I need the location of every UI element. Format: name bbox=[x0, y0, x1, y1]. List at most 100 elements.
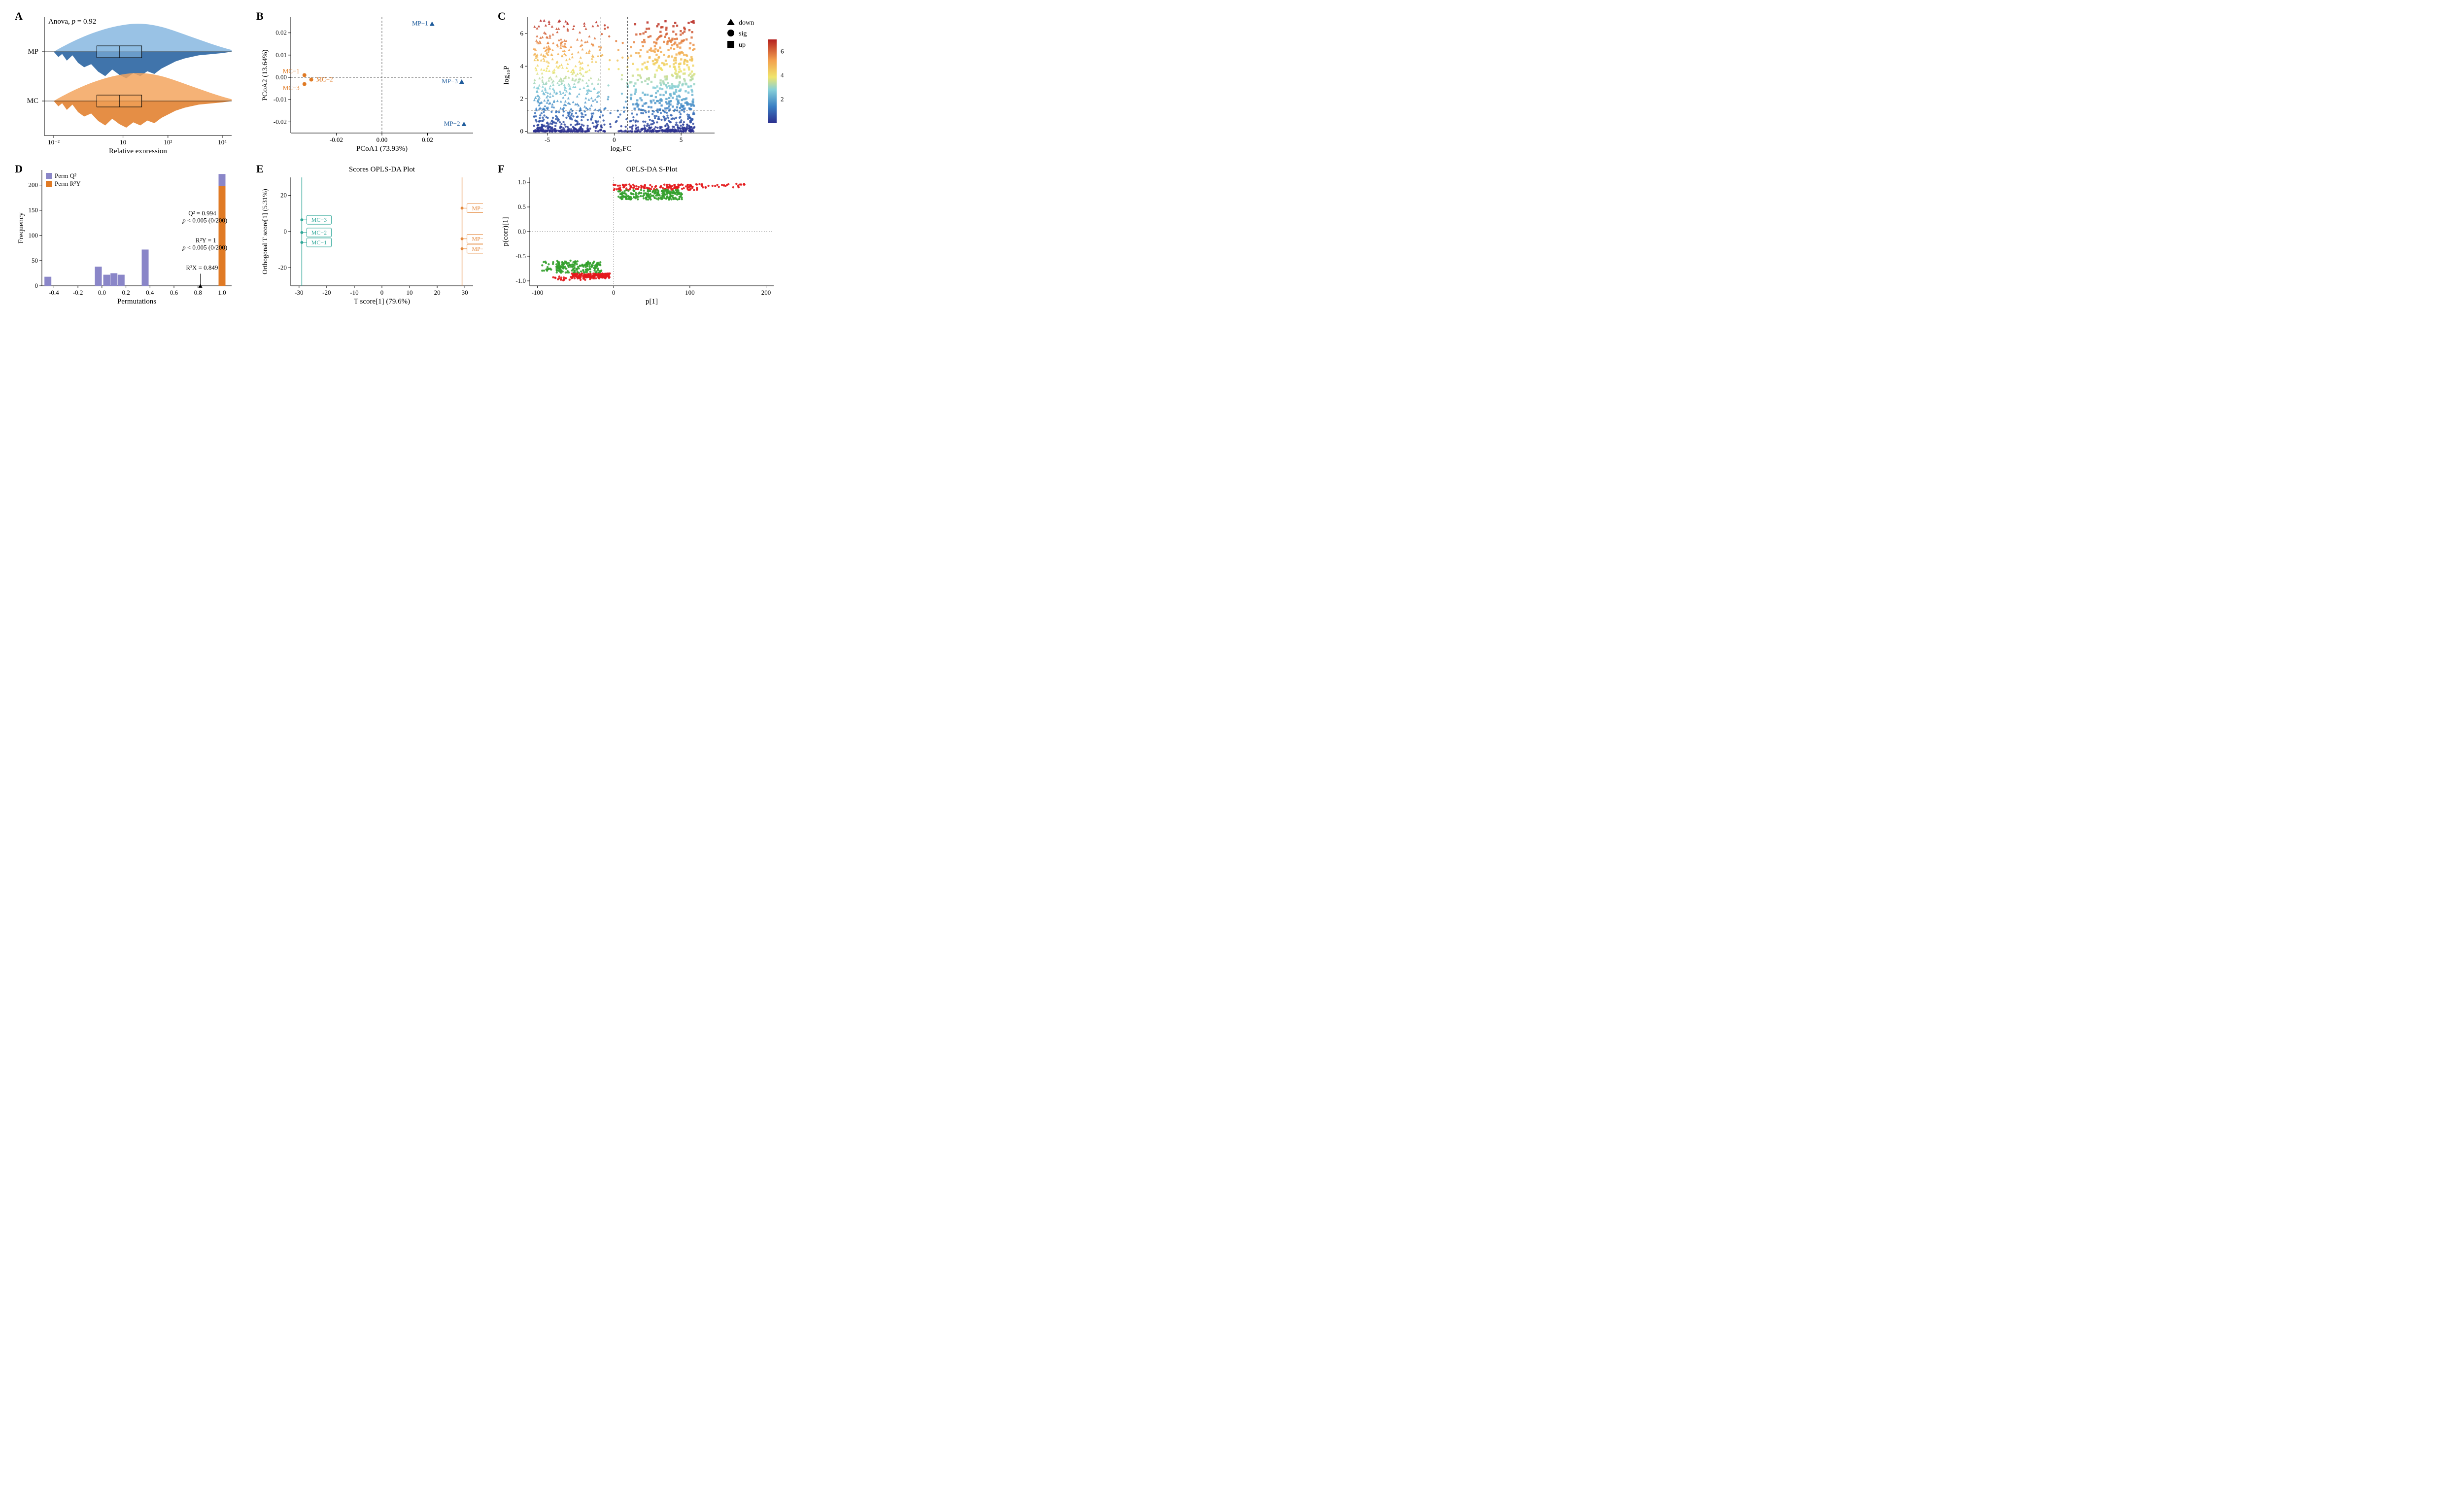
svg-text:0: 0 bbox=[35, 282, 38, 289]
svg-text:R²X = 0.849: R²X = 0.849 bbox=[186, 264, 218, 271]
svg-text:-0.5: -0.5 bbox=[515, 252, 526, 260]
svg-text:0.4: 0.4 bbox=[146, 289, 154, 296]
panel-b-svg: -0.020.000.02-0.02-0.010.000.010.02PCoA1… bbox=[256, 10, 483, 153]
svg-text:10⁴: 10⁴ bbox=[218, 138, 227, 146]
panel-b: B -0.020.000.02-0.02-0.010.000.010.02PCo… bbox=[256, 10, 483, 153]
svg-text:0.6: 0.6 bbox=[170, 289, 178, 296]
svg-text:down: down bbox=[739, 19, 754, 27]
panel-c: C -5 0 5 0 2 4 6 log₂FC log₁₀P down sig up 2 4 6 bbox=[498, 10, 793, 153]
svg-text:1.0: 1.0 bbox=[518, 178, 526, 186]
svg-text:100: 100 bbox=[685, 289, 695, 296]
svg-text:MC−2: MC−2 bbox=[316, 76, 333, 83]
svg-text:MC−1: MC−1 bbox=[311, 239, 327, 246]
svg-text:0.2: 0.2 bbox=[122, 289, 130, 296]
svg-text:2: 2 bbox=[781, 95, 784, 102]
panel-c-label: C bbox=[498, 10, 506, 23]
svg-text:MP−3: MP−3 bbox=[472, 245, 483, 252]
panel-f-svg: OPLS-DA S-Plot-1000100200-1.0-0.50.00.51… bbox=[498, 163, 793, 306]
panel-e-label: E bbox=[256, 163, 264, 175]
figure-grid: A Anova, p = 0.92MPMC10⁻²1010²10⁴Relativ… bbox=[0, 0, 749, 315]
panel-a: A Anova, p = 0.92MPMC10⁻²1010²10⁴Relativ… bbox=[15, 10, 241, 153]
svg-text:MC−2: MC−2 bbox=[311, 229, 327, 236]
svg-text:OPLS-DA S-Plot: OPLS-DA S-Plot bbox=[626, 166, 678, 173]
svg-text:20: 20 bbox=[280, 192, 287, 199]
svg-text:Perm R²Y: Perm R²Y bbox=[55, 180, 81, 187]
svg-text:10²: 10² bbox=[164, 138, 172, 146]
svg-text:0: 0 bbox=[520, 128, 524, 135]
svg-text:0.5: 0.5 bbox=[518, 203, 526, 210]
svg-text:Anova, p = 0.92: Anova, p = 0.92 bbox=[48, 18, 96, 26]
svg-text:p[1]: p[1] bbox=[646, 298, 658, 306]
svg-text:MC−3: MC−3 bbox=[311, 216, 327, 223]
svg-text:log₂FC: log₂FC bbox=[611, 145, 632, 153]
svg-text:MC−3: MC−3 bbox=[283, 84, 300, 92]
svg-text:1.0: 1.0 bbox=[218, 289, 226, 296]
svg-text:Q² = 0.994: Q² = 0.994 bbox=[188, 209, 216, 217]
svg-text:2: 2 bbox=[520, 95, 524, 102]
svg-text:-30: -30 bbox=[295, 289, 303, 296]
svg-text:10⁻²: 10⁻² bbox=[48, 138, 60, 146]
svg-text:20: 20 bbox=[434, 289, 441, 296]
panel-f-label: F bbox=[498, 163, 504, 175]
svg-text:0: 0 bbox=[284, 228, 287, 235]
svg-text:p(corr)[1]: p(corr)[1] bbox=[502, 217, 510, 246]
svg-text:10: 10 bbox=[120, 138, 126, 146]
svg-text:-5: -5 bbox=[545, 136, 550, 143]
svg-text:-100: -100 bbox=[532, 289, 544, 296]
svg-text:PCoA1 (73.93%): PCoA1 (73.93%) bbox=[356, 145, 408, 153]
svg-text:-20: -20 bbox=[322, 289, 331, 296]
svg-text:0.8: 0.8 bbox=[194, 289, 202, 296]
svg-text:-0.02: -0.02 bbox=[274, 118, 287, 125]
svg-text:5: 5 bbox=[680, 136, 683, 143]
svg-text:0.01: 0.01 bbox=[275, 51, 287, 59]
svg-text:p < 0.005 (0/200): p < 0.005 (0/200) bbox=[182, 216, 227, 224]
svg-text:MC: MC bbox=[27, 97, 38, 105]
svg-text:6: 6 bbox=[520, 30, 524, 37]
panel-f: F OPLS-DA S-Plot-1000100200-1.0-0.50.00.… bbox=[498, 163, 793, 306]
svg-text:0.02: 0.02 bbox=[422, 136, 433, 143]
svg-text:Perm Q²: Perm Q² bbox=[55, 172, 76, 179]
svg-text:0: 0 bbox=[613, 136, 616, 143]
svg-text:MP: MP bbox=[28, 48, 38, 56]
svg-text:Frequency: Frequency bbox=[17, 212, 25, 243]
svg-text:-0.4: -0.4 bbox=[49, 289, 59, 296]
svg-text:MP−1: MP−1 bbox=[412, 20, 428, 27]
svg-text:T score[1] (79.6%): T score[1] (79.6%) bbox=[354, 298, 410, 306]
svg-text:Permutations: Permutations bbox=[117, 298, 156, 306]
svg-text:4: 4 bbox=[520, 62, 524, 69]
svg-text:6: 6 bbox=[781, 47, 784, 55]
svg-text:up: up bbox=[739, 41, 746, 49]
panel-e-svg: Scores OPLS-DA Plot-30-20-100102030-2002… bbox=[256, 163, 483, 306]
svg-text:R²Y = 1: R²Y = 1 bbox=[196, 237, 216, 244]
svg-text:4: 4 bbox=[781, 71, 784, 79]
panel-d-label: D bbox=[15, 163, 23, 175]
svg-text:0.02: 0.02 bbox=[275, 29, 287, 36]
svg-text:sig: sig bbox=[739, 30, 747, 37]
panel-d-svg: -0.4-0.20.00.20.40.60.81.0050100150200Pe… bbox=[15, 163, 241, 306]
svg-text:MP−2: MP−2 bbox=[472, 204, 483, 211]
panel-a-svg: Anova, p = 0.92 MP MC 10⁻² 10 10² 10⁴ Relative … bbox=[15, 10, 241, 153]
svg-text:p < 0.005 (0/200): p < 0.005 (0/200) bbox=[182, 243, 227, 251]
svg-text:Scores OPLS-DA Plot: Scores OPLS-DA Plot bbox=[349, 166, 415, 173]
svg-text:100: 100 bbox=[29, 232, 38, 239]
svg-text:PCoA2 (13.64%): PCoA2 (13.64%) bbox=[261, 49, 269, 101]
svg-text:log₁₀P: log₁₀P bbox=[503, 66, 511, 85]
svg-text:Orthogonal T score[1] (5.31%): Orthogonal T score[1] (5.31%) bbox=[262, 189, 269, 274]
svg-text:MC−1: MC−1 bbox=[283, 68, 300, 75]
svg-text:-0.2: -0.2 bbox=[73, 289, 83, 296]
svg-text:-10: -10 bbox=[350, 289, 358, 296]
svg-text:10: 10 bbox=[407, 289, 413, 296]
svg-text:Relative expression: Relative expression bbox=[109, 147, 167, 153]
svg-text:200: 200 bbox=[761, 289, 771, 296]
svg-text:MP−3: MP−3 bbox=[442, 77, 458, 85]
panel-c-svg: -5 0 5 0 2 4 6 log₂FC log₁₀P down sig up 2 4 6 bbox=[498, 10, 793, 153]
svg-text:0.0: 0.0 bbox=[518, 228, 526, 235]
svg-text:200: 200 bbox=[29, 181, 38, 189]
svg-text:-0.01: -0.01 bbox=[274, 96, 287, 103]
svg-text:MP−2: MP−2 bbox=[444, 120, 460, 127]
panel-d: D -0.4-0.20.00.20.40.60.81.0050100150200… bbox=[15, 163, 241, 306]
svg-text:0.00: 0.00 bbox=[376, 136, 388, 143]
svg-text:0: 0 bbox=[612, 289, 616, 296]
svg-text:0.0: 0.0 bbox=[98, 289, 106, 296]
svg-text:150: 150 bbox=[29, 206, 38, 214]
